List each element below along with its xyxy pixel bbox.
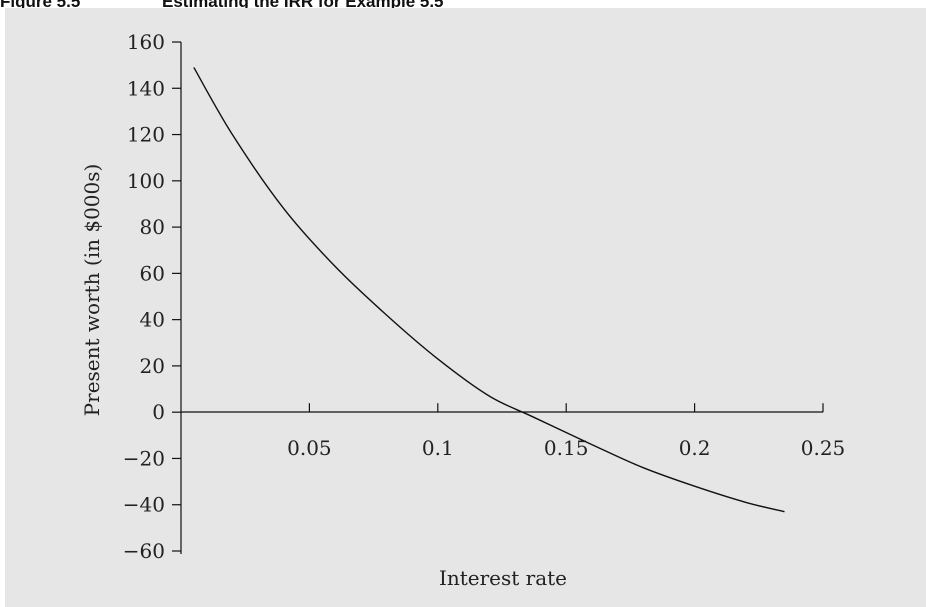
y-tick-label: 60 (140, 261, 165, 285)
y-tick-label: 100 (127, 169, 165, 193)
x-tick-label: 0.2 (679, 436, 711, 460)
y-ticks: −60 −40 −20 0 20 40 60 80 100 120 140 160 (123, 30, 181, 563)
y-tick-label: −60 (123, 539, 165, 563)
y-tick-label: 120 (127, 123, 165, 147)
y-tick-label: 80 (140, 215, 165, 239)
y-tick-label: 0 (152, 400, 165, 424)
figure-title: Estimating the IRR for Example 5.5 (162, 0, 444, 11)
y-axis-title: Present worth (in $000s) (80, 164, 104, 417)
y-tick-label: 140 (127, 76, 165, 100)
x-axis-title: Interest rate (439, 566, 567, 590)
y-tick-label: −20 (123, 446, 165, 470)
y-tick-label: 20 (140, 354, 165, 378)
x-tick-label: 0.25 (801, 436, 846, 460)
figure-number: Figure 5.5 (0, 0, 81, 11)
figure-caption: Figure 5.5 Estimating the IRR for Example… (0, 0, 926, 12)
y-tick-label: −40 (123, 493, 165, 517)
y-tick-label: 40 (140, 308, 165, 332)
x-tick-label: 0.1 (422, 436, 454, 460)
series-line-0 (193, 67, 785, 513)
series-layer (193, 67, 785, 513)
x-tick-label: 0.05 (287, 436, 332, 460)
y-tick-label: 160 (127, 30, 165, 54)
chart-panel (5, 8, 926, 607)
